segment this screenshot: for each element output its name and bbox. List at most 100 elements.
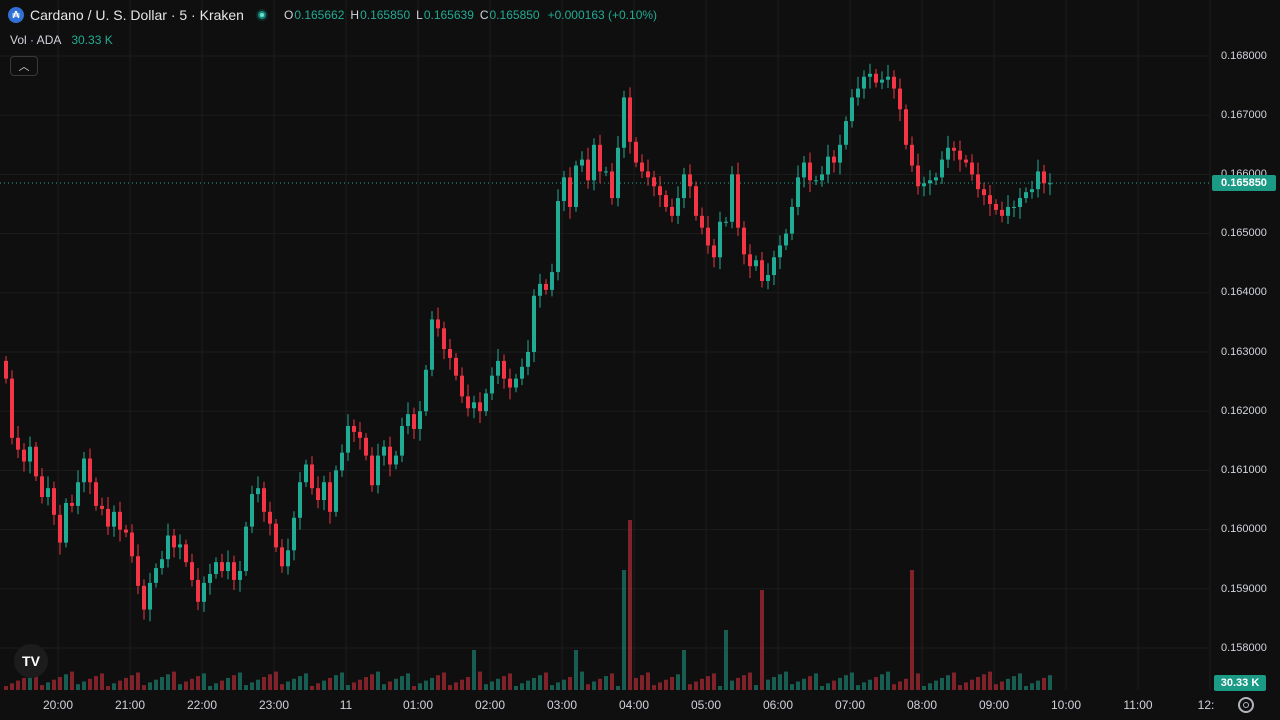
candle[interactable] [574, 160, 578, 212]
candle[interactable] [550, 263, 554, 297]
candle[interactable] [1018, 188, 1022, 219]
candle[interactable] [586, 147, 590, 189]
candle[interactable] [868, 63, 872, 89]
candle[interactable] [496, 349, 500, 384]
candle[interactable] [334, 465, 338, 517]
candle[interactable] [526, 340, 530, 376]
candle[interactable] [94, 477, 98, 511]
candle[interactable] [670, 198, 674, 223]
candle[interactable] [1006, 195, 1010, 225]
candle[interactable] [304, 459, 308, 487]
candle[interactable] [178, 534, 182, 560]
candle[interactable] [592, 138, 596, 191]
candle[interactable] [808, 152, 812, 193]
candle[interactable] [472, 395, 476, 419]
candle[interactable] [982, 182, 986, 206]
candle[interactable] [706, 215, 710, 254]
candle[interactable] [268, 501, 272, 536]
candle[interactable] [310, 456, 314, 495]
candle[interactable] [616, 135, 620, 207]
candle[interactable] [1024, 187, 1028, 203]
candle[interactable] [1030, 180, 1034, 199]
candle[interactable] [916, 153, 920, 195]
collapse-legend-button[interactable]: ︿ [10, 56, 38, 76]
candle[interactable] [382, 440, 386, 466]
candle[interactable] [910, 136, 914, 173]
candle[interactable] [646, 159, 650, 186]
candle[interactable] [742, 221, 746, 265]
candle[interactable] [274, 518, 278, 553]
candle[interactable] [442, 321, 446, 360]
candle[interactable] [856, 76, 860, 106]
candle[interactable] [844, 116, 848, 150]
candle[interactable] [436, 307, 440, 337]
candle[interactable] [52, 481, 56, 525]
candle[interactable] [604, 166, 608, 177]
candle[interactable] [904, 104, 908, 150]
candle[interactable] [280, 539, 284, 573]
candle[interactable] [802, 156, 806, 188]
candle[interactable] [136, 544, 140, 595]
candle[interactable] [466, 384, 470, 417]
candle[interactable] [106, 497, 110, 535]
candle[interactable] [922, 176, 926, 197]
candle[interactable] [748, 244, 752, 278]
candle[interactable] [1042, 164, 1046, 194]
candle[interactable] [994, 199, 998, 215]
candle[interactable] [100, 497, 104, 516]
candle[interactable] [952, 141, 956, 161]
candle[interactable] [490, 367, 494, 400]
candle[interactable] [370, 447, 374, 492]
candle[interactable] [118, 501, 122, 542]
candle[interactable] [358, 421, 362, 450]
candle[interactable] [730, 166, 734, 229]
symbol-title[interactable]: Cardano / U. S. Dollar · 5 · Kraken [30, 7, 244, 23]
candle[interactable] [238, 560, 242, 592]
candle[interactable] [970, 154, 974, 181]
candle[interactable] [130, 524, 134, 563]
candle[interactable] [772, 250, 776, 286]
candle[interactable] [64, 498, 68, 548]
candle[interactable] [874, 69, 878, 88]
candle[interactable] [688, 164, 692, 199]
candle[interactable] [892, 70, 896, 99]
candle[interactable] [190, 553, 194, 587]
candle[interactable] [934, 172, 938, 186]
candle[interactable] [508, 368, 512, 400]
candle[interactable] [364, 433, 368, 461]
candle[interactable] [514, 373, 518, 393]
candle[interactable] [958, 140, 962, 172]
candle[interactable] [886, 64, 890, 88]
candle[interactable] [976, 162, 980, 198]
candle[interactable] [814, 175, 818, 186]
tradingview-logo[interactable]: TV [14, 644, 48, 678]
candle[interactable] [454, 353, 458, 381]
volume-legend[interactable]: Vol · ADA 30.33 K [10, 33, 113, 47]
candle[interactable] [862, 70, 866, 99]
candle[interactable] [226, 550, 230, 580]
candle[interactable] [244, 521, 248, 576]
candle[interactable] [622, 90, 626, 158]
candle[interactable] [718, 211, 722, 270]
candle[interactable] [376, 443, 380, 494]
candle[interactable] [262, 481, 266, 522]
candle[interactable] [568, 167, 572, 219]
candle[interactable] [58, 504, 62, 555]
candle[interactable] [346, 414, 350, 461]
candle[interactable] [394, 450, 398, 470]
candle[interactable] [250, 485, 254, 534]
candle[interactable] [4, 356, 8, 384]
candle[interactable] [112, 505, 116, 537]
candle[interactable] [664, 190, 668, 212]
candle[interactable] [796, 165, 800, 216]
candle[interactable] [448, 338, 452, 370]
candle[interactable] [160, 550, 164, 575]
candle[interactable] [154, 563, 158, 588]
candle[interactable] [880, 71, 884, 90]
candle[interactable] [70, 494, 74, 513]
candle[interactable] [1012, 200, 1016, 218]
candle[interactable] [628, 87, 632, 154]
candle[interactable] [148, 572, 152, 622]
